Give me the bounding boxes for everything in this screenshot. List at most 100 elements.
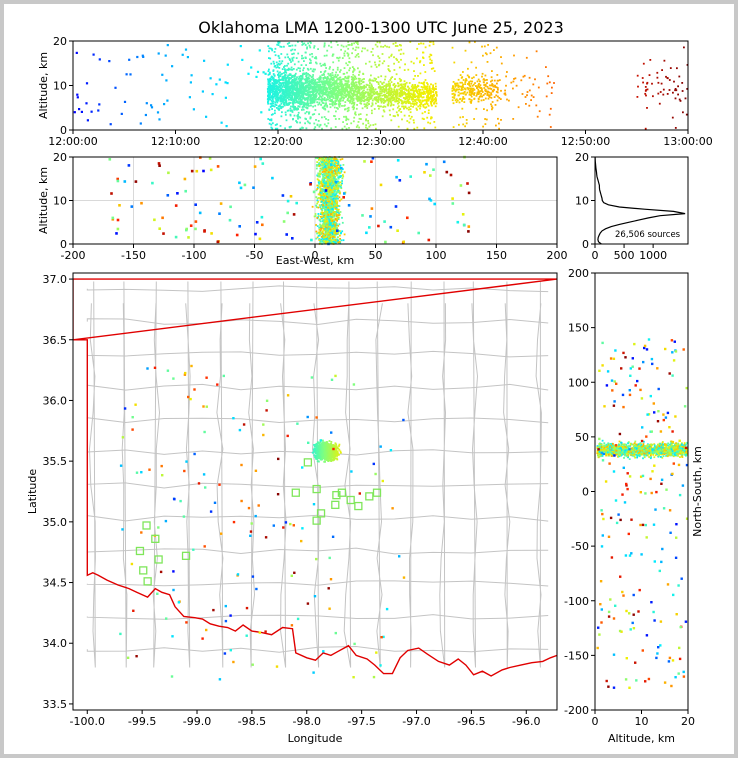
source-point [337, 107, 339, 110]
source-point [358, 82, 361, 84]
source-point [395, 95, 398, 98]
source-point [347, 47, 350, 50]
source-point [305, 72, 307, 75]
source-point [367, 120, 369, 122]
source-point [327, 199, 330, 202]
source-point [326, 165, 329, 168]
source-point [332, 241, 335, 243]
source-point [358, 113, 360, 116]
source-point [276, 127, 279, 130]
source-point [311, 53, 313, 55]
source-point [343, 171, 346, 174]
source-point [681, 90, 684, 92]
source-point [432, 84, 434, 87]
source-point [340, 83, 343, 86]
source-point [356, 92, 359, 94]
source-point [298, 80, 301, 82]
source-point [301, 44, 304, 46]
source-point [338, 191, 340, 193]
source-point [321, 226, 324, 229]
source-point [284, 56, 287, 59]
source-point [433, 87, 435, 90]
source-point [339, 91, 341, 94]
source-point [327, 171, 330, 174]
source-point [346, 107, 349, 110]
source-point [314, 90, 317, 92]
source-point [418, 96, 420, 99]
source-point [380, 87, 382, 90]
source-point [311, 205, 314, 208]
source-point [293, 77, 296, 80]
source-point [334, 207, 337, 210]
source-point [350, 76, 353, 78]
source-point [327, 232, 330, 235]
source-point [338, 100, 340, 103]
source-point [328, 220, 331, 223]
source-point [432, 86, 434, 88]
source-point [370, 91, 372, 94]
source-point [340, 91, 342, 94]
source-point [324, 222, 327, 225]
source-point [321, 183, 324, 186]
source-point [320, 193, 323, 195]
source-point [327, 163, 329, 166]
source-point [382, 90, 384, 93]
source-point [369, 89, 372, 92]
source-point [305, 81, 308, 84]
source-point [313, 97, 315, 99]
source-point [300, 98, 302, 101]
source-point [312, 74, 314, 76]
source-point [375, 66, 378, 68]
source-point [414, 84, 416, 86]
source-point [314, 213, 317, 215]
source-point [470, 99, 473, 102]
source-point [341, 90, 343, 93]
source-point [396, 92, 399, 95]
source-point [324, 241, 327, 244]
source-point [322, 199, 325, 202]
source-point [190, 74, 193, 77]
source-point [366, 88, 369, 91]
source-point [294, 75, 296, 78]
source-point [290, 96, 293, 99]
source-point [274, 101, 277, 104]
source-point [351, 93, 354, 96]
source-point [321, 235, 324, 238]
source-point [346, 52, 349, 55]
source-point [390, 81, 393, 83]
source-point [497, 95, 499, 98]
source-point [332, 207, 335, 210]
source-point [376, 41, 379, 44]
source-point [331, 165, 334, 168]
source-point [329, 103, 331, 106]
source-point [92, 53, 95, 56]
source-point [354, 88, 357, 90]
source-point [304, 97, 307, 100]
source-point [468, 81, 470, 83]
source-point [332, 96, 335, 98]
source-point [311, 113, 314, 116]
source-point [459, 74, 462, 76]
source-point [473, 118, 475, 120]
source-point [320, 188, 323, 191]
source-point [293, 94, 295, 96]
source-point [387, 99, 389, 101]
source-point [285, 98, 287, 101]
source-point [471, 92, 474, 95]
source-point [277, 44, 280, 46]
source-point [344, 108, 346, 111]
source-point [325, 169, 328, 172]
source-point [282, 75, 284, 78]
source-point [267, 90, 269, 93]
source-point [337, 177, 340, 180]
source-point [646, 107, 648, 109]
source-point [325, 183, 328, 186]
source-point [283, 94, 286, 97]
source-point [142, 55, 145, 58]
source-point [347, 44, 350, 46]
y-tick-label: 20 [53, 35, 67, 48]
source-point [329, 236, 331, 239]
source-point [325, 161, 328, 164]
source-point [399, 87, 402, 90]
source-point [415, 98, 418, 101]
